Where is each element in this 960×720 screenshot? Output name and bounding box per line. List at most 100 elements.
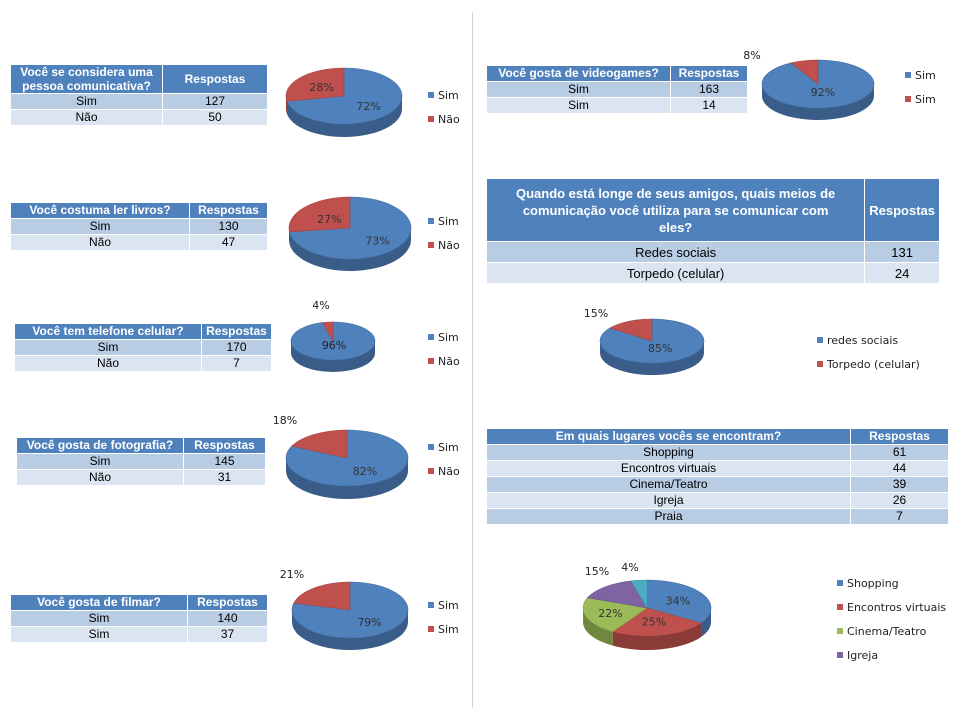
legend-item: Cinema/Teatro (837, 624, 946, 638)
legend-swatch (428, 444, 434, 450)
pie-slice-side (583, 608, 613, 646)
answer-label: Sim (10, 626, 188, 643)
legend-swatch (905, 72, 911, 78)
legend-label: redes sociais (827, 333, 899, 347)
answer-label: Praia (486, 508, 851, 525)
legend-swatch (837, 628, 843, 634)
legend-item: Sim (428, 598, 459, 612)
answer-count: 50 (162, 109, 268, 126)
legend-comunicativa: Sim Não (428, 88, 460, 136)
pie-top (285, 429, 409, 487)
pie-labels: 34%25% 22% 15% 4% (585, 561, 690, 629)
answer-count: 14 (670, 97, 748, 114)
legend-swatch (428, 334, 434, 340)
table-filmar: Você gosta de filmar? Respostas Sim 140 … (10, 594, 268, 643)
table-row: Não 47 (10, 234, 268, 251)
answers-header: Respostas (864, 178, 940, 242)
question-header: Em quais lugares vocês se encontram? (486, 428, 851, 445)
table-meios-comunicacao: Quando está longe de seus amigos, quais … (485, 178, 940, 284)
legend-swatch (837, 604, 843, 610)
legend-swatch (428, 468, 434, 474)
legend-item: Sim (428, 440, 460, 454)
pie-slice (586, 580, 648, 609)
legend-swatch (905, 96, 911, 102)
answer-count: 170 (201, 339, 272, 356)
legend-label: Cinema/Teatro (847, 624, 927, 638)
question-header: Você gosta de filmar? (10, 594, 188, 611)
pie-top (599, 318, 705, 364)
table-row: Praia 7 (486, 508, 949, 525)
pie-data-label: 73% (365, 234, 389, 247)
table-fotografia: Você gosta de fotografia? Respostas Sim … (16, 437, 266, 486)
pie-top (291, 581, 409, 639)
legend-swatch (837, 652, 843, 658)
legend-fotografia: Sim Não (428, 440, 460, 488)
pie-data-label: 4% (312, 299, 329, 312)
pie-slice-side (701, 608, 711, 638)
answer-label: Não (14, 355, 202, 372)
legend-item: Sim (428, 622, 459, 636)
pie-sides (286, 458, 408, 499)
answer-count: 24 (864, 262, 940, 284)
pie-labels: 96% 4% (312, 299, 346, 352)
table-row: Sim 170 (14, 339, 272, 356)
legend-label: Não (438, 464, 460, 478)
answer-label: Sim (486, 97, 671, 114)
pie-slice (630, 579, 648, 610)
pie-slice-side (292, 610, 408, 650)
legend-item: Não (428, 112, 460, 126)
legend-item: Sim (428, 330, 460, 344)
pie-slice (288, 196, 351, 233)
legend-label: Não (438, 238, 460, 252)
question-header: Você tem telefone celular? (14, 323, 202, 340)
answer-count: 131 (864, 241, 940, 263)
answer-label: Sim (16, 453, 184, 470)
pie-data-label: 21% (280, 568, 304, 581)
legend-livros: Sim Não (428, 214, 460, 262)
legend-item: Não (428, 238, 460, 252)
answer-count: 31 (183, 469, 266, 486)
table-videogames: Você gosta de videogames? Respostas Sim … (486, 65, 748, 114)
pie-data-label: 92% (811, 86, 835, 99)
pie-slice (286, 67, 403, 125)
pie-slice-side (600, 341, 704, 375)
answer-label: Não (10, 234, 190, 251)
legend-label: Sim (915, 92, 936, 106)
pie-labels: 79% 21% (280, 568, 382, 629)
table-row: Sim 14 (486, 97, 748, 114)
legend-swatch (428, 218, 434, 224)
legend-label: Igreja (847, 648, 879, 662)
legend-label: Torpedo (celular) (827, 357, 920, 371)
pie-data-label: 4% (621, 561, 638, 574)
legend-label: Encontros virtuais (847, 600, 947, 614)
pie-data-label: 34% (666, 595, 690, 608)
legend-label: Shopping (847, 576, 899, 590)
legend-item: redes sociais (817, 333, 920, 347)
legend-label: Sim (438, 598, 459, 612)
question-header: Quando está longe de seus amigos, quais … (485, 178, 866, 242)
pie-labels: 72% 28% (309, 81, 380, 113)
table-celular: Você tem telefone celular? Respostas Sim… (14, 323, 272, 372)
legend-item: Sim (905, 92, 936, 106)
legend-lugares: Shopping Encontros virtuais Cinema/Teatr… (837, 576, 946, 672)
pie-data-label: 27% (317, 213, 341, 226)
table-row: Redes sociais 131 (485, 241, 940, 263)
pie-top (288, 196, 412, 260)
legend-videogames: Sim Sim (905, 68, 936, 116)
pie-top (290, 321, 376, 361)
pie-data-label: 85% (648, 342, 672, 355)
legend-label: Sim (438, 440, 459, 454)
answers-header: Respostas (162, 64, 268, 94)
pie-data-label: 25% (642, 616, 666, 629)
legend-swatch (428, 358, 434, 364)
answer-label: Igreja (486, 492, 851, 509)
answers-header: Respostas (189, 202, 268, 219)
legend-item: Não (428, 464, 460, 478)
legend-item: Sim (428, 88, 460, 102)
answer-count: 130 (189, 218, 268, 235)
pie-slice (293, 581, 351, 611)
legend-swatch (837, 580, 843, 586)
